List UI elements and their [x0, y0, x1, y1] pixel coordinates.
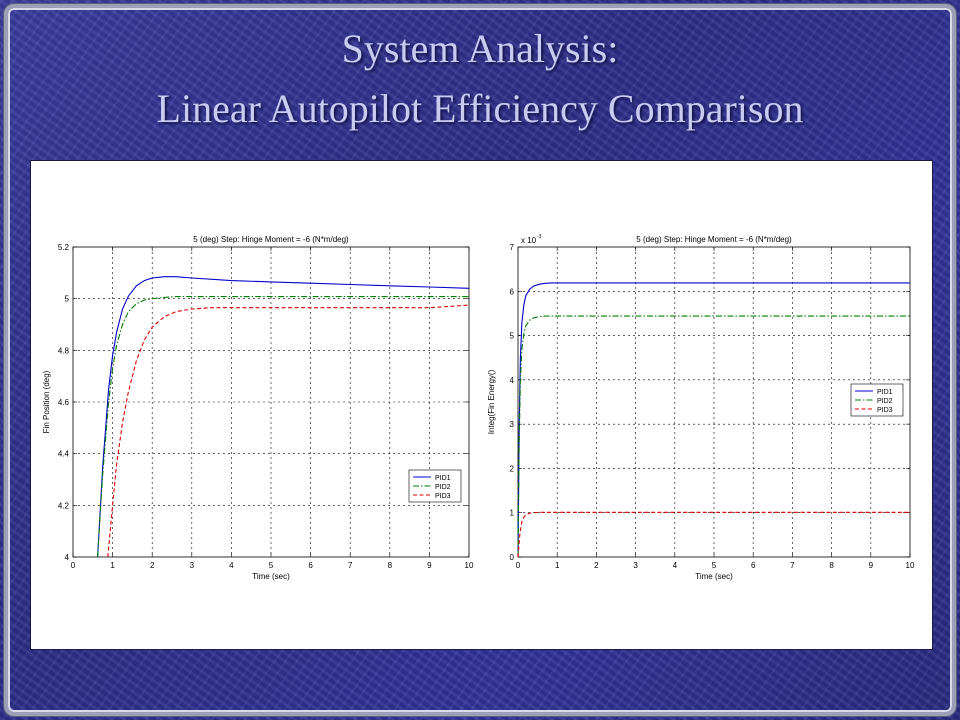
y-tick-label: 5 [510, 332, 515, 341]
slide-title-line2: Linear Autopilot Efficiency Comparison [156, 86, 804, 131]
chart-title: 5 (deg) Step: Hinge Moment = -6 (N*m/deg… [193, 235, 349, 244]
x-tick-label: 2 [150, 561, 155, 570]
x-tick-label: 1 [555, 561, 560, 570]
legend-label-pid3: PID3 [435, 493, 451, 500]
x-tick-label: 10 [465, 561, 474, 570]
x-tick-label: 9 [869, 561, 874, 570]
slide-title-line1: System Analysis: [341, 26, 619, 71]
y-multiplier-exponent: -3 [537, 234, 542, 240]
x-axis-label: Time (sec) [252, 572, 290, 581]
chart-1: 0 1 2 3 4 5 6 7 8 9 10 4 4.2 4.4 4.6 4.8 5 5.2 5 (deg) Ste… [42, 235, 474, 581]
y-axis-label: Fin Position (deg) [42, 370, 51, 433]
series-line-pid1 [97, 276, 470, 558]
y-tick-label: 6 [510, 287, 515, 296]
figure-panel: 0 1 2 3 4 5 6 7 8 9 10 4 4.2 4.4 4.6 4.8 5 5.2 5 (deg) Ste… [30, 160, 933, 650]
series-line-pid2 [517, 315, 910, 558]
y-tick-label: 4 [510, 376, 515, 385]
x-tick-label: 7 [348, 561, 353, 570]
series-line-pid3 [517, 511, 910, 558]
x-tick-label: 5 [712, 561, 717, 570]
x-tick-label: 8 [829, 561, 834, 570]
y-tick-label: 4.6 [58, 398, 70, 407]
x-tick-label: 0 [516, 561, 521, 570]
y-multiplier-label: x 10 [521, 236, 537, 245]
y-axis-label: Integ(Fin Energy() [487, 369, 496, 434]
y-tick-label: 4.8 [58, 346, 70, 355]
legend-label-pid2: PID2 [435, 484, 451, 491]
x-tick-label: 4 [673, 561, 678, 570]
x-tick-label: 2 [594, 561, 599, 570]
chart-2: 0 1 2 3 4 5 6 7 8 9 10 0 1 2 3 4 5 6 7 5 (deg) Step: Hinge … [487, 234, 915, 581]
x-tick-label: 7 [790, 561, 795, 570]
x-tick-label: 3 [190, 561, 195, 570]
x-tick-label: 6 [751, 561, 756, 570]
legend-label-pid1: PID1 [435, 475, 451, 482]
x-tick-label: 1 [110, 561, 115, 570]
legend: PID1 PID2 PID3 [408, 469, 462, 503]
series-line-pid2 [97, 296, 469, 558]
y-tick-label: 1 [510, 509, 515, 518]
legend: PID1 PID2 PID3 [850, 383, 904, 417]
slide-frame [4, 4, 956, 716]
x-axis-label: Time (sec) [695, 572, 733, 581]
y-tick-label: 7 [510, 243, 515, 252]
x-tick-label: 10 [906, 561, 915, 570]
y-tick-label: 2 [510, 464, 515, 473]
x-tick-label: 6 [308, 561, 313, 570]
legend-label-pid3: PID3 [877, 407, 893, 414]
chart-title: 5 (deg) Step: Hinge Moment = -6 (N*m/deg… [636, 235, 792, 244]
y-tick-label: 4 [65, 553, 70, 562]
legend-label-pid2: PID2 [877, 398, 893, 405]
x-tick-label: 4 [229, 561, 234, 570]
y-tick-label: 0 [510, 553, 515, 562]
y-tick-label: 3 [510, 420, 515, 429]
x-tick-label: 3 [633, 561, 638, 570]
y-tick-label: 4.2 [58, 501, 70, 510]
x-tick-label: 9 [427, 561, 432, 570]
x-tick-label: 0 [71, 561, 76, 570]
y-tick-label: 5 [65, 295, 70, 304]
x-tick-label: 8 [388, 561, 393, 570]
x-tick-label: 5 [269, 561, 274, 570]
y-tick-label: 5.2 [58, 243, 70, 252]
y-tick-label: 4.4 [58, 450, 70, 459]
legend-label-pid1: PID1 [877, 389, 893, 396]
series-line-pid1 [517, 282, 910, 558]
series-line-pid3 [107, 304, 470, 558]
